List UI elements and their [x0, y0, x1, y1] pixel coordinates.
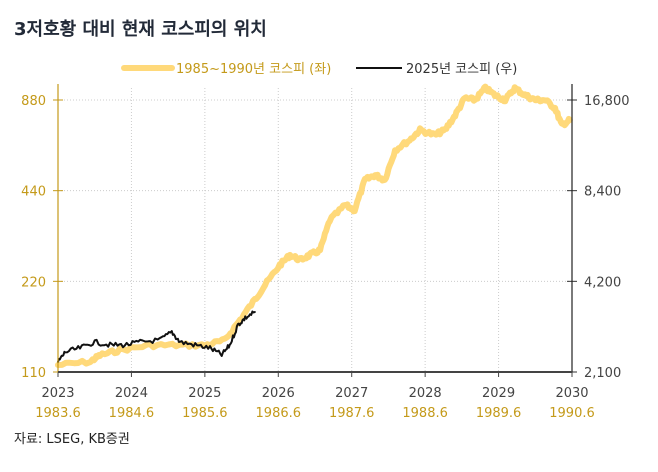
grid	[58, 88, 572, 372]
legend-label-new: 2025년 코스피 (우)	[406, 62, 517, 77]
x-secondary-tick-label: 1989.6	[476, 406, 522, 421]
x-secondary-tick-label: 1987.6	[329, 406, 375, 421]
left-tick-label: 440	[21, 185, 46, 200]
x-tick-label: 2024	[115, 386, 148, 401]
series-layer	[55, 83, 573, 368]
right-tick-label: 4,200	[584, 275, 621, 290]
x-secondary-tick-label: 1990.6	[549, 406, 595, 421]
source-note: 자료: LSEG, KB증권	[14, 432, 130, 447]
axes: 2023 1983.6 2024 1984.6 2025 1985.6 2026 1986.6…	[21, 84, 630, 421]
series-line-1985-1990	[55, 83, 573, 368]
right-tick-label: 2,100	[584, 366, 621, 381]
x-tick-label: 2026	[262, 386, 295, 401]
left-tick-label: 110	[21, 366, 46, 381]
x-tick-label: 2027	[335, 386, 368, 401]
right-tick-label: 8,400	[584, 185, 621, 200]
chart-title: 3저호황 대비 현재 코스피의 위치	[14, 19, 267, 40]
x-secondary-tick-label: 1988.6	[402, 406, 448, 421]
left-tick-label: 880	[21, 94, 46, 109]
right-tick-label: 16,800	[584, 94, 630, 109]
left-tick-label: 220	[21, 275, 46, 290]
x-secondary-tick-label: 1984.6	[109, 406, 155, 421]
x-secondary-tick-label: 1986.6	[256, 406, 302, 421]
series-line-2025	[57, 310, 256, 363]
x-tick-label: 2023	[41, 386, 74, 401]
x-tick-label: 2028	[409, 386, 442, 401]
legend-label-old: 1985~1990년 코스피 (좌)	[176, 62, 331, 77]
x-secondary-tick-label: 1983.6	[35, 406, 81, 421]
x-tick-label: 2030	[555, 386, 588, 401]
x-tick-label: 2025	[188, 386, 221, 401]
x-tick-label: 2029	[482, 386, 515, 401]
legend: 1985~1990년 코스피 (좌) 2025년 코스피 (우)	[121, 62, 517, 77]
x-secondary-tick-label: 1985.6	[182, 406, 228, 421]
